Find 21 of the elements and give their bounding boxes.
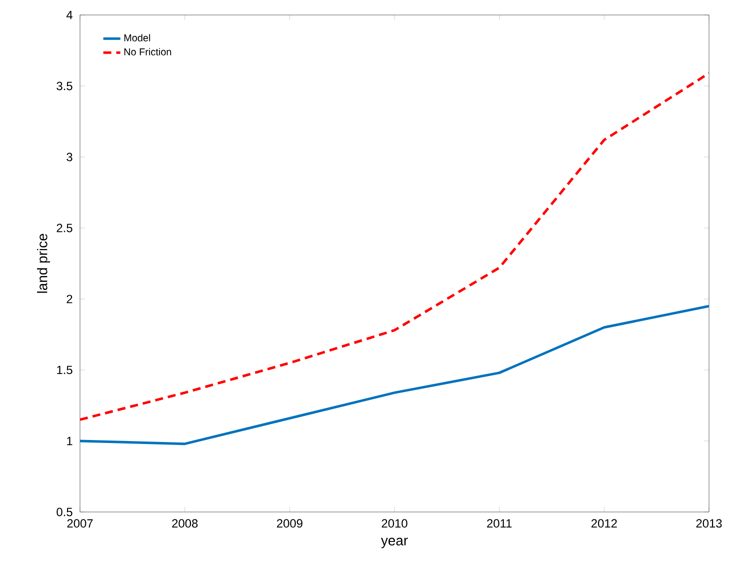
line-series bbox=[80, 304, 710, 446]
x-axis-title: year bbox=[380, 538, 408, 548]
y-tick-label: 4 bbox=[66, 10, 72, 20]
y-tick-label: 3 bbox=[66, 152, 72, 162]
y-tick-label: 2 bbox=[66, 294, 72, 304]
legend-label: No Friction bbox=[124, 48, 172, 56]
x-tick-label: 2012 bbox=[591, 519, 617, 528]
x-tick-label: 2011 bbox=[487, 519, 512, 528]
y-tick-label: 2.5 bbox=[56, 224, 72, 232]
x-tick-label: 2008 bbox=[172, 519, 198, 528]
x-tick-label: 2010 bbox=[382, 519, 408, 528]
x-tick-label: 2013 bbox=[696, 519, 722, 528]
y-tick-label: 0.5 bbox=[56, 508, 72, 516]
line-series bbox=[80, 72, 710, 421]
y-tick-label: 3.5 bbox=[56, 82, 72, 90]
legend-label: Model bbox=[124, 34, 150, 42]
y-tick-label: 1.5 bbox=[57, 366, 72, 374]
y-axis-title: land price bbox=[37, 234, 50, 293]
x-tick-label: 2009 bbox=[276, 519, 302, 528]
y-tick-label: 1 bbox=[67, 436, 72, 446]
x-tick-label: 2007 bbox=[67, 519, 93, 528]
